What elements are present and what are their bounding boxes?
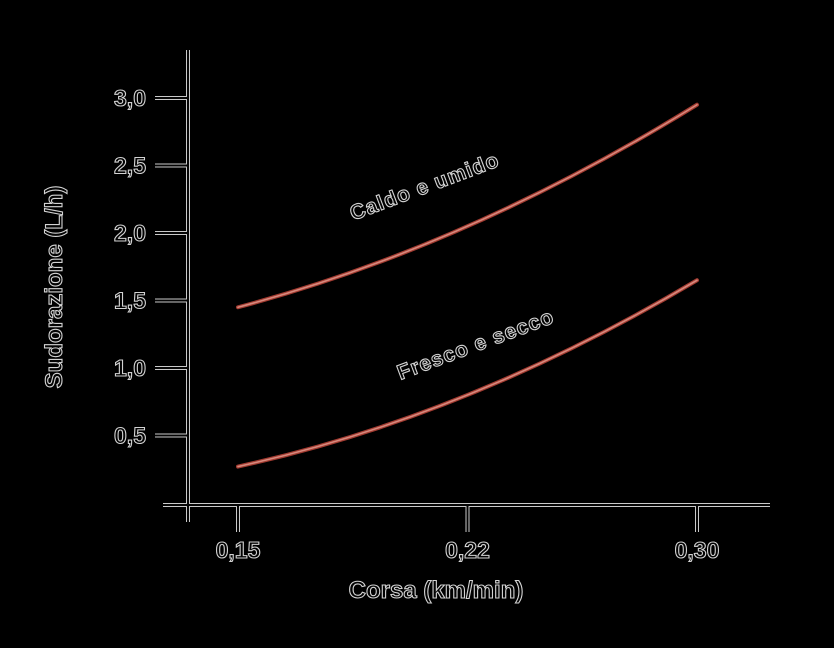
tick-labels: 0,5 1,0 1,5 2,0 2,5 3,0 0,15 0,22 0,30 bbox=[113, 84, 720, 563]
y-tick-label: 1,0 bbox=[114, 355, 146, 381]
y-tick-label: 2,0 bbox=[114, 220, 146, 246]
curve-1-core bbox=[237, 279, 698, 468]
curve-1-edge bbox=[236, 278, 699, 469]
y-tick-label: 3,0 bbox=[114, 85, 146, 111]
y-tick-label: 1,5 bbox=[114, 288, 146, 314]
x-axis-label: Corsa (km/min) bbox=[349, 577, 524, 604]
x-tick-label: 0,15 bbox=[216, 537, 261, 563]
data-curves bbox=[236, 102, 699, 469]
x-tick-label: 0,22 bbox=[445, 537, 490, 563]
x-tick-label: 0,30 bbox=[675, 537, 720, 563]
y-tick-label: 0,5 bbox=[114, 423, 146, 449]
curve-0-core bbox=[237, 103, 698, 309]
curve-0-edge bbox=[236, 102, 699, 310]
curve-label-caldo-e-umido: Caldo e umido bbox=[347, 149, 503, 226]
curve-label-fresco-e-secco: Fresco e secco bbox=[394, 305, 557, 385]
axis-lines-core bbox=[155, 50, 770, 532]
y-tick-label: 2,5 bbox=[114, 153, 146, 179]
y-axis-label: Sudorazione (L/h) bbox=[41, 186, 68, 389]
